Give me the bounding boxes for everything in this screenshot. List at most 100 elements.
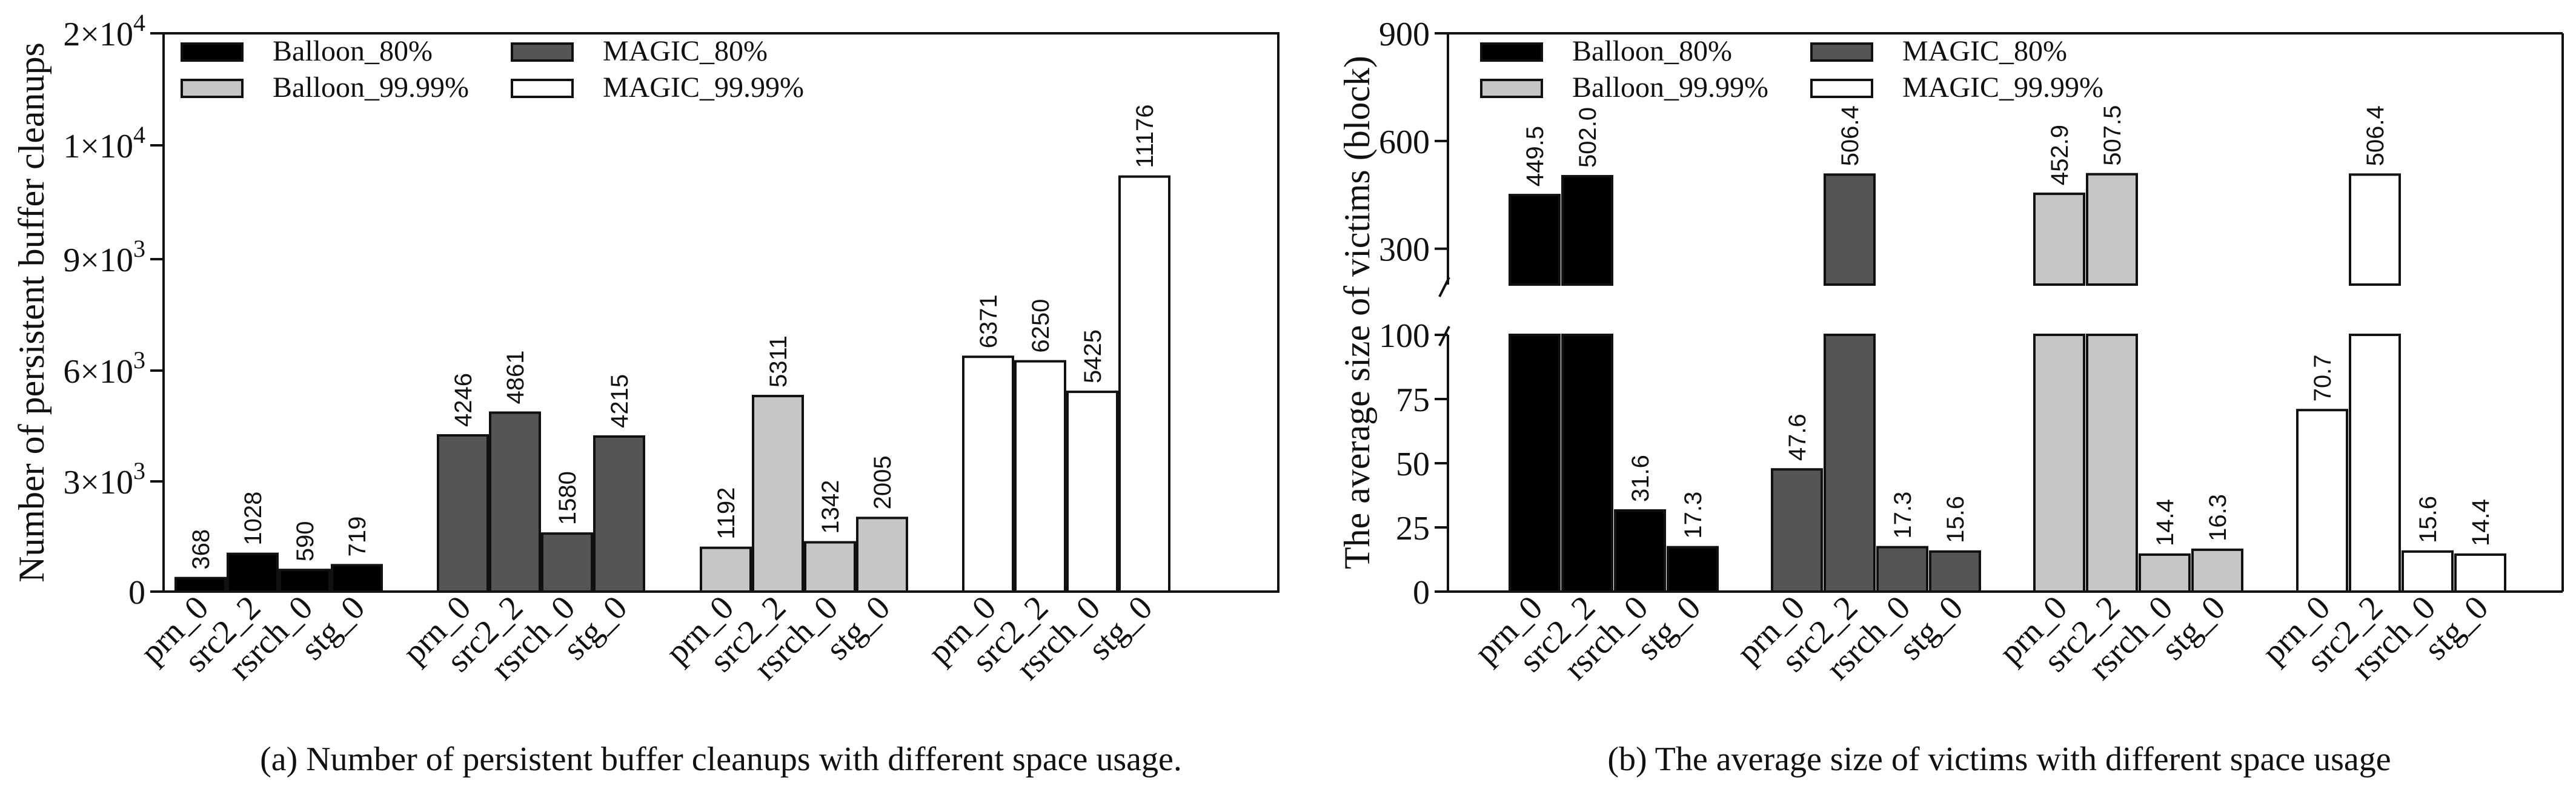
data-label-a-magic-80--stg_0: 4215 [606, 374, 633, 428]
bar-b-magic-99-99--rsrch_0 [2402, 550, 2454, 593]
y-tick-label-a-6000: 6×103 [63, 346, 145, 391]
data-label-a-magic-80--rsrch_0: 1580 [554, 471, 581, 525]
bar-b-lower-magic-80--src2_2 [1824, 334, 1876, 593]
legend-swatch-b-balloon-80- [1480, 42, 1543, 62]
legend-label-b-magic-99-99-: MAGIC_99.99% [1902, 71, 2103, 104]
y-tick-label-a-9000: 9×103 [63, 235, 145, 279]
bar-b-upper-balloon-99-99--src2_2 [2086, 173, 2138, 286]
data-label-b-balloon-80--rsrch_0: 31.6 [1627, 455, 1654, 502]
data-label-a-magic-99-99--rsrch_0: 5425 [1080, 329, 1106, 383]
chart-a-bars [174, 175, 1170, 593]
bar-b-lower-balloon-80--src2_2 [1561, 334, 1613, 593]
legend-swatch-a-balloon-99-99- [181, 79, 244, 98]
y-tick-label-b-900: 900 [1379, 16, 1430, 53]
legend-label-b-balloon-99-99-: Balloon_99.99% [1572, 71, 1768, 104]
chart-b-y-axis-ticks: 0 25 50 75 100 300 600 900 [1379, 16, 1448, 612]
chart-b-y-axis-label: The average size of victims (block) [1337, 56, 1377, 569]
y-tick-label-a-12000: 1×104 [63, 121, 145, 165]
bar-a-magic-80--prn_0 [437, 434, 489, 593]
y-tick-exponent-a-3000: 3 [133, 457, 145, 484]
data-label-a-balloon-99-99--stg_0: 2005 [869, 455, 896, 509]
data-label-b-magic-99-99--stg_0: 14.4 [2468, 499, 2494, 546]
bar-a-magic-99-99--stg_0 [1118, 175, 1170, 593]
chart-b-caption: (b) The average size of victims with dif… [1607, 741, 2391, 778]
bar-a-balloon-80--stg_0 [331, 564, 383, 593]
legend-swatch-b-magic-80- [1810, 42, 1873, 62]
bar-b-magic-80--rsrch_0 [1876, 546, 1928, 593]
bar-a-magic-99-99--src2_2 [1014, 360, 1066, 593]
y-tick-exponent-a-6000: 3 [133, 346, 145, 374]
data-label-b-magic-99-99--rsrch_0: 15.6 [2415, 496, 2442, 543]
legend-label-b-balloon-80-: Balloon_80% [1572, 35, 1732, 67]
axis-break-mark-upper [1438, 277, 1450, 297]
legend-label-a-balloon-99-99-: Balloon_99.99% [273, 71, 469, 104]
chart-a-data-labels: 368 1028 590 719 4246 4861 1580 4215 1192 5311 134… [188, 104, 1158, 569]
bar-b-balloon-99-99--rsrch_0 [2139, 553, 2191, 593]
data-label-a-balloon-80--src2_2: 1028 [240, 492, 267, 546]
data-label-a-magic-80--prn_0: 4246 [450, 373, 477, 427]
chart-a-y-axis-ticks: 0 3×103 6×103 9×103 1×104 2×104 [63, 9, 164, 612]
data-label-b-balloon-80--src2_2: 502.0 [1575, 107, 1601, 168]
bar-a-balloon-80--src2_2 [227, 552, 279, 593]
y-tick-exponent-a-9000: 3 [133, 235, 145, 262]
bar-b-lower-balloon-99-99--prn_0 [2033, 334, 2085, 593]
data-label-b-magic-99-99--prn_0: 70.7 [2309, 354, 2336, 401]
data-label-b-balloon-99-99--src2_2: 507.5 [2099, 105, 2126, 166]
bar-b-upper-balloon-99-99--prn_0 [2033, 193, 2085, 286]
bar-b-lower-balloon-80--prn_0 [1509, 334, 1561, 593]
bar-b-balloon-80--stg_0 [1667, 546, 1719, 593]
data-label-b-balloon-99-99--rsrch_0: 14.4 [2152, 499, 2179, 546]
legend-swatch-b-magic-99-99- [1810, 79, 1873, 98]
bar-a-magic-80--stg_0 [593, 435, 645, 593]
data-label-a-balloon-99-99--src2_2: 5311 [765, 335, 792, 388]
legend-swatch-a-magic-80- [511, 42, 574, 62]
chart-b-plot-frame [1438, 32, 2564, 593]
data-label-a-magic-99-99--stg_0: 11176 [1132, 104, 1158, 168]
y-tick-label-b-300: 300 [1379, 231, 1430, 269]
bar-a-balloon-99-99--src2_2 [752, 395, 804, 593]
data-label-b-magic-80--stg_0: 15.6 [1942, 496, 1969, 543]
legend-swatch-b-balloon-99-99- [1480, 79, 1543, 98]
legend-swatch-a-balloon-80- [181, 42, 244, 62]
chart-a-cleanups: 368 1028 590 719 4246 4861 1580 4215 1192 5311 134… [12, 9, 1280, 778]
bar-b-magic-99-99--stg_0 [2454, 553, 2506, 593]
data-label-b-magic-80--prn_0: 47.6 [1784, 414, 1811, 461]
bar-b-lower-balloon-99-99--src2_2 [2086, 334, 2138, 593]
bar-a-balloon-80--prn_0 [174, 576, 227, 593]
chart-a-y-axis-label: Number of persistent buffer cleanups [12, 42, 51, 583]
bar-a-magic-80--rsrch_0 [541, 532, 593, 593]
y-tick-label-a-15000: 2×104 [63, 9, 145, 53]
data-label-b-balloon-99-99--prn_0: 452.9 [2047, 125, 2073, 185]
bar-b-magic-99-99--prn_0 [2296, 409, 2348, 593]
bar-b-upper-balloon-80--src2_2 [1561, 174, 1613, 286]
data-label-b-magic-99-99--src2_2: 506.4 [2362, 105, 2389, 166]
data-label-b-magic-80--src2_2: 506.4 [1837, 105, 1864, 166]
bar-b-upper-balloon-80--prn_0 [1509, 194, 1561, 286]
bar-a-magic-99-99--rsrch_0 [1066, 391, 1118, 593]
bar-a-balloon-99-99--stg_0 [856, 517, 908, 593]
bar-b-upper-magic-99-99--src2_2 [2349, 173, 2401, 286]
data-label-b-balloon-80--prn_0: 449.5 [1522, 126, 1549, 187]
y-tick-label-b-25: 25 [1396, 510, 1430, 547]
y-tick-label-b-600: 600 [1379, 124, 1430, 161]
bar-a-balloon-99-99--prn_0 [700, 546, 752, 593]
bar-a-magic-99-99--prn_0 [962, 355, 1014, 593]
bar-a-balloon-80--rsrch_0 [279, 569, 331, 593]
bar-b-balloon-99-99--stg_0 [2191, 548, 2243, 593]
legend-label-b-magic-80-: MAGIC_80% [1902, 35, 2067, 67]
data-label-b-balloon-80--stg_0: 17.3 [1680, 492, 1707, 539]
data-label-a-balloon-80--stg_0: 719 [344, 517, 371, 557]
data-label-a-magic-99-99--src2_2: 6250 [1027, 299, 1054, 353]
data-label-a-magic-80--src2_2: 4861 [502, 350, 529, 404]
chart-b-bars [1509, 173, 2506, 593]
y-tick-label-b-100: 100 [1379, 317, 1430, 355]
data-label-a-balloon-80--rsrch_0: 590 [292, 521, 319, 561]
y-tick-label-a-3000: 3×103 [63, 457, 145, 501]
y-tick-label-b-50: 50 [1396, 446, 1430, 483]
y-tick-label-a-0: 0 [128, 574, 145, 612]
y-tick-exponent-a-15000: 4 [133, 9, 145, 36]
data-label-a-balloon-80--prn_0: 368 [188, 529, 214, 570]
